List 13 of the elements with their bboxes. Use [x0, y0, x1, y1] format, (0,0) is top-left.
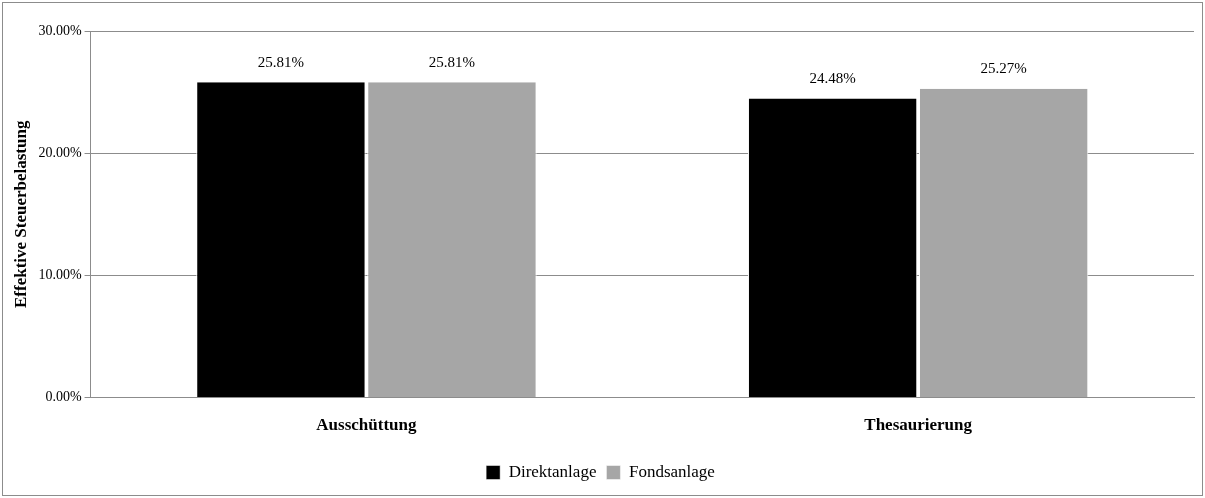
legend-label: Direktanlage: [508, 461, 597, 481]
x-tick-label: Ausschüttung: [316, 415, 417, 435]
legend-label: Fondsanlage: [628, 461, 715, 481]
y-tick-label: 10.00%: [38, 267, 82, 283]
data-label: 25.27%: [980, 60, 1027, 77]
y-tick-label: 20.00%: [38, 144, 82, 160]
y-tick-label: 30.00%: [38, 22, 82, 38]
x-tick-label: Thesaurierung: [864, 415, 973, 435]
data-label: 24.48%: [809, 69, 856, 86]
data-label: 25.81%: [428, 53, 476, 70]
y-axis-title: Effektive Steuerbelastung: [10, 120, 30, 309]
data-label: 25.81%: [257, 53, 305, 70]
y-tick-label: 0.00%: [45, 389, 82, 405]
